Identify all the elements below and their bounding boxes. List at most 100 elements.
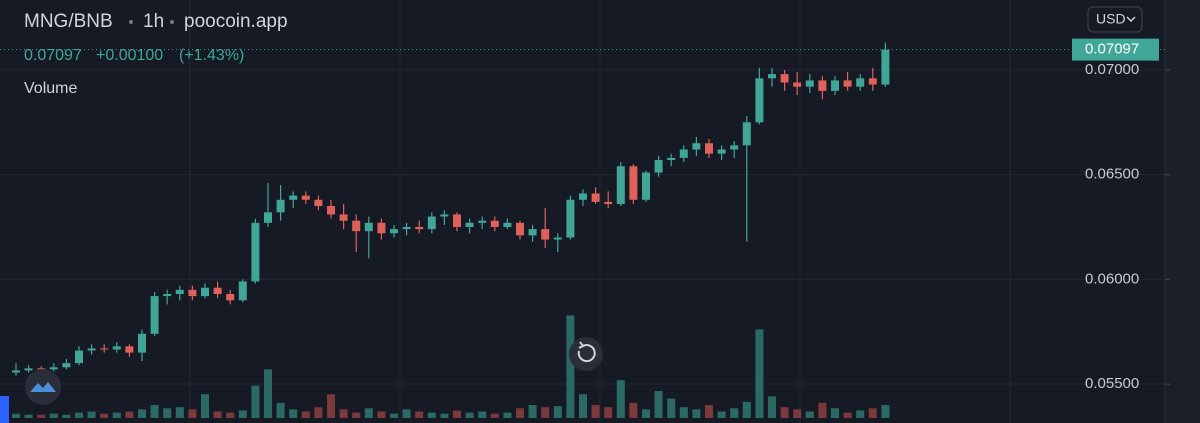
candle-body	[289, 195, 298, 200]
volume-bar	[125, 411, 134, 418]
volume-bar	[717, 411, 726, 418]
volume-bar	[541, 407, 550, 418]
candle-body	[213, 287, 222, 295]
volume-bar	[831, 408, 839, 418]
candle-body	[831, 80, 839, 91]
volume-bar	[818, 402, 827, 418]
volume-bar	[478, 411, 487, 418]
candle-body	[112, 346, 121, 350]
volume-bar	[138, 409, 146, 418]
candle-body	[780, 74, 789, 83]
candle-body	[264, 212, 272, 223]
side-tab[interactable]	[0, 396, 9, 423]
volume-bar	[793, 409, 802, 418]
volume-bar	[465, 412, 474, 418]
candle-body	[793, 82, 802, 87]
volume-bar	[226, 412, 235, 418]
candle-body	[201, 287, 209, 297]
volume-bar	[75, 412, 83, 418]
candle-body	[402, 226, 411, 230]
candle-body	[188, 289, 197, 297]
volume-bar	[490, 413, 499, 418]
volume-bar	[780, 407, 789, 418]
candle-body	[49, 367, 58, 370]
volume-bar	[201, 394, 209, 418]
y-tick-label: 0.06000	[1085, 270, 1139, 287]
candle-body	[150, 296, 159, 334]
candle-body	[364, 222, 373, 232]
candle-body	[654, 159, 663, 173]
candle-body	[453, 214, 461, 227]
change: +0.00100	[96, 47, 163, 64]
last-price-label: 0.07097	[1085, 41, 1139, 58]
candle-body	[390, 229, 398, 234]
volume-bar	[604, 407, 613, 418]
candle-body	[276, 199, 285, 213]
volume-bar	[37, 414, 46, 418]
volume-bar	[377, 411, 386, 418]
candle-body	[843, 80, 852, 87]
marks	[0, 42, 1165, 418]
volume-bar	[213, 411, 222, 418]
candle-body	[604, 201, 613, 204]
volume-bar	[755, 329, 764, 418]
volume-bar	[730, 408, 739, 418]
candle-body	[226, 294, 235, 301]
volume-bar	[352, 412, 361, 418]
source: poocoin.app	[184, 11, 288, 32]
volume-bar	[742, 401, 751, 418]
candle-body	[138, 333, 146, 353]
reset-button[interactable]	[569, 337, 603, 371]
interval: 1h	[143, 11, 164, 32]
candle-body	[868, 78, 877, 85]
volume-bar	[62, 414, 71, 418]
candle-body	[642, 172, 650, 200]
candle-body	[591, 193, 600, 202]
candle-body	[541, 229, 550, 240]
volume-bar	[12, 413, 20, 418]
candle-body	[440, 214, 449, 217]
candle-body	[679, 149, 688, 158]
candle-body	[314, 199, 323, 207]
volume-bar	[188, 409, 197, 418]
volume-bar	[87, 411, 96, 418]
candle-body	[37, 368, 46, 370]
volume-bar	[881, 405, 890, 418]
candle-body	[125, 346, 134, 353]
candle-body	[327, 206, 335, 215]
candle-body	[881, 49, 890, 85]
grid	[189, 0, 1011, 423]
volume-bar	[150, 405, 159, 418]
logo[interactable]	[25, 369, 61, 405]
volume-bar	[264, 369, 272, 418]
candle-body	[768, 74, 776, 79]
candle-body	[465, 222, 474, 227]
volume-bar	[616, 380, 625, 418]
candle-body	[75, 350, 83, 364]
volume-bar	[49, 413, 58, 418]
candle-body	[528, 229, 537, 236]
candle-body	[175, 289, 184, 295]
candle-body	[705, 143, 713, 154]
candle-body	[100, 348, 109, 350]
candle-body	[415, 226, 424, 230]
volume-bar	[402, 409, 411, 418]
volume-bar	[301, 411, 310, 418]
candle-body	[490, 220, 499, 227]
candle-body	[339, 214, 348, 221]
volume-bar	[289, 409, 298, 418]
candle-body	[427, 216, 436, 230]
volume-bar	[654, 391, 663, 418]
candle-body	[818, 80, 827, 91]
y-tick-label: 0.06500	[1085, 166, 1139, 183]
volume-label: Volume	[24, 80, 77, 97]
volume-bar	[868, 408, 877, 418]
volume-bar	[314, 407, 323, 418]
volume-bar	[528, 405, 537, 418]
currency-button[interactable]	[1087, 6, 1143, 33]
volume-bar	[843, 412, 852, 418]
candle-body	[805, 80, 814, 87]
currency[interactable]: USD	[1096, 11, 1126, 27]
